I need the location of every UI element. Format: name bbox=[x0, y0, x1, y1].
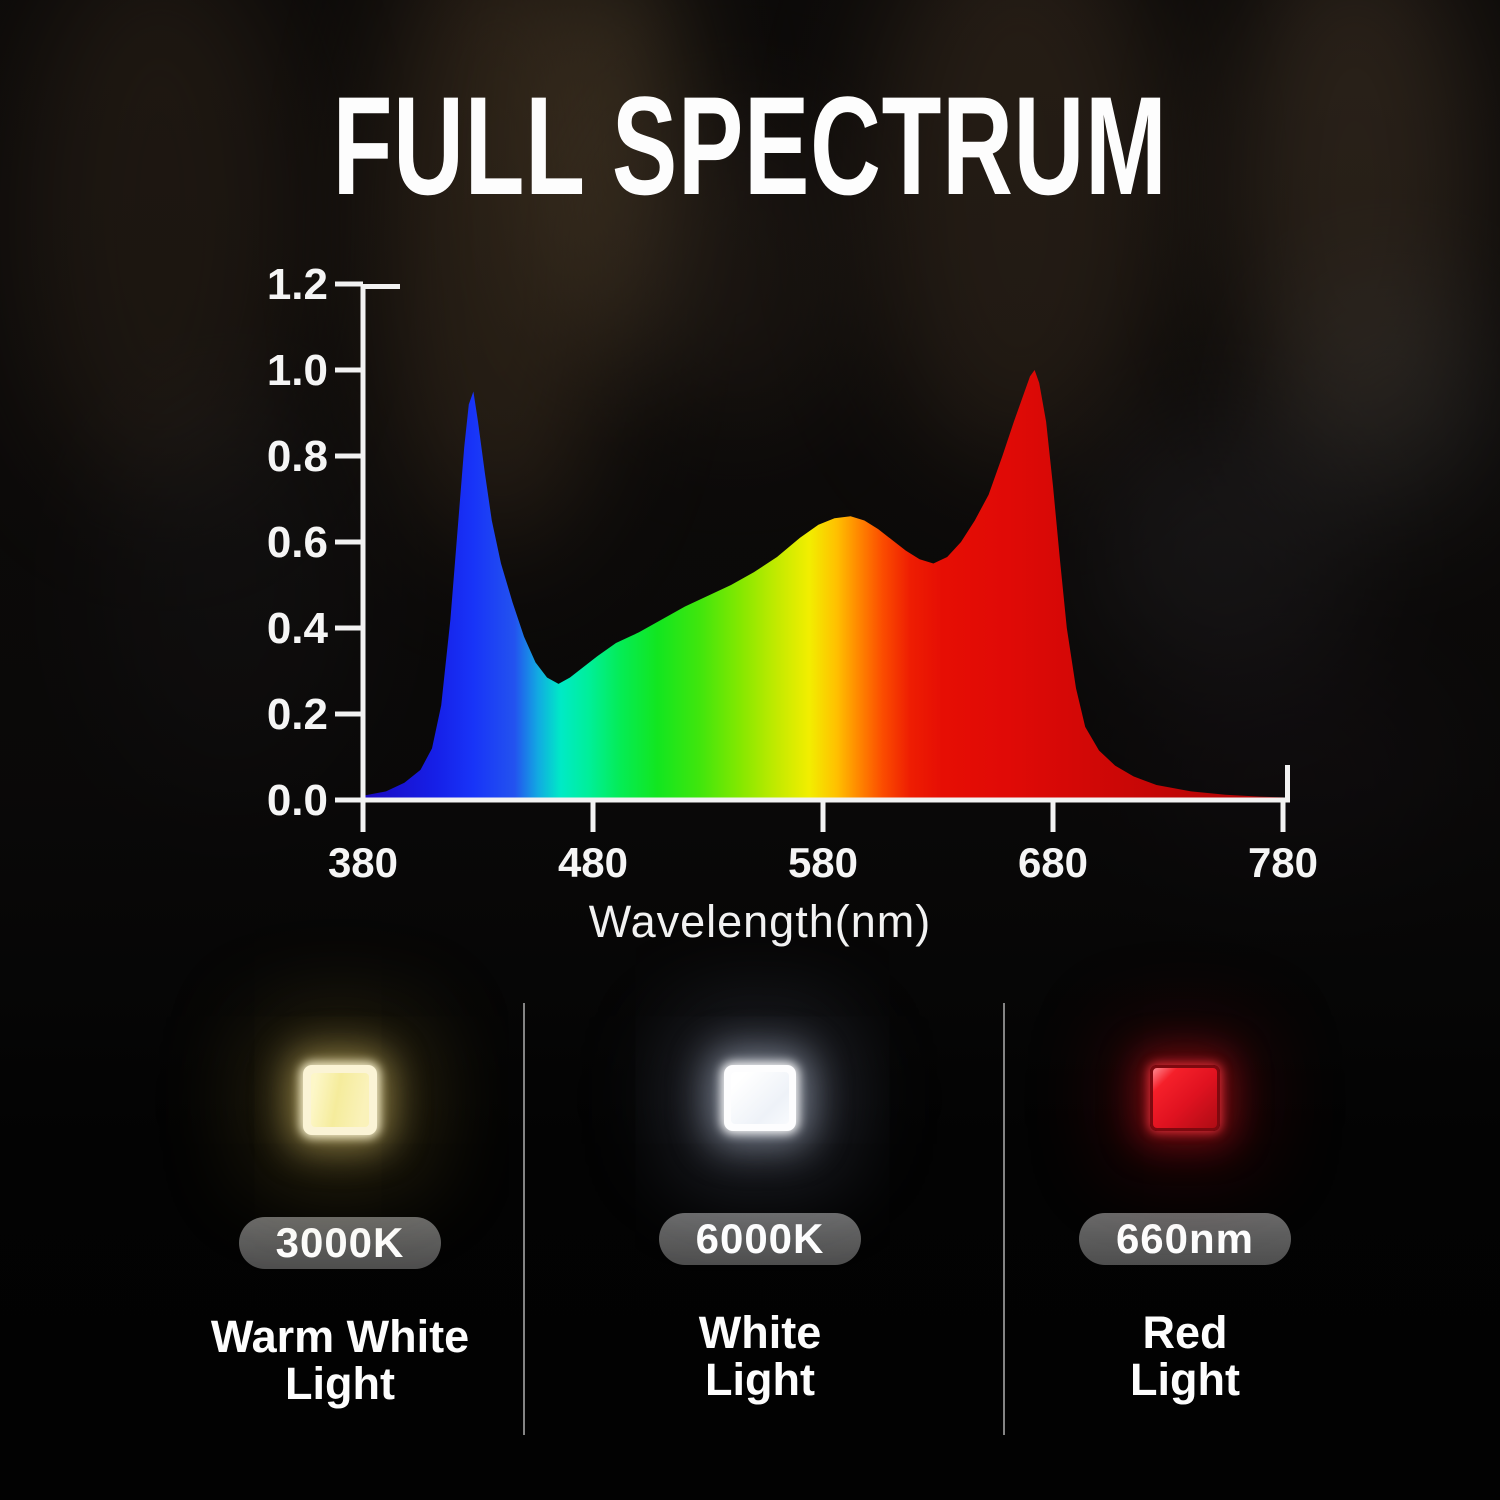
column-divider bbox=[523, 1003, 525, 1435]
red-led-chip bbox=[1150, 1065, 1220, 1131]
badge-660nm: 660nm bbox=[1078, 1213, 1292, 1265]
x-tick-label: 480 bbox=[557, 839, 629, 886]
page-title: FULL SPECTRUM bbox=[332, 67, 1168, 224]
led-phosphor bbox=[731, 1072, 789, 1124]
led-label-warm-white: Warm White Light bbox=[210, 1311, 470, 1409]
chart-axes bbox=[335, 281, 1290, 832]
y-tick-label: 0.4 bbox=[266, 604, 328, 653]
led-phosphor bbox=[311, 1073, 369, 1127]
led-column-warm-white: 3000K Warm White Light bbox=[140, 1065, 540, 1407]
white-led-chip bbox=[724, 1065, 796, 1131]
y-tick-label: 0.2 bbox=[266, 690, 328, 739]
y-tick-label: 0.0 bbox=[266, 776, 328, 825]
badge-3000k: 3000K bbox=[238, 1217, 442, 1269]
badge-6000k: 6000K bbox=[658, 1213, 862, 1265]
led-label-red: Red Light bbox=[1130, 1307, 1240, 1405]
y-tick-label: 1.2 bbox=[266, 260, 328, 309]
led-column-white: 6000K White Light bbox=[560, 1065, 960, 1403]
column-divider bbox=[1003, 1003, 1005, 1435]
y-tick-label: 0.8 bbox=[266, 432, 328, 481]
warm-white-led-chip bbox=[303, 1065, 377, 1135]
x-tick-label: 680 bbox=[1017, 839, 1089, 886]
x-axis-title: Wavelength(nm) bbox=[588, 896, 932, 947]
spectrum-area bbox=[363, 370, 1283, 800]
x-tick-label: 780 bbox=[1247, 839, 1319, 886]
led-label-white: White Light bbox=[698, 1307, 822, 1405]
x-tick-label: 380 bbox=[327, 839, 399, 886]
y-tick-label: 0.6 bbox=[266, 518, 328, 567]
y-tick-label: 1.0 bbox=[266, 346, 328, 395]
led-column-red: 660nm Red Light bbox=[985, 1065, 1385, 1403]
x-tick-label: 580 bbox=[787, 839, 859, 886]
